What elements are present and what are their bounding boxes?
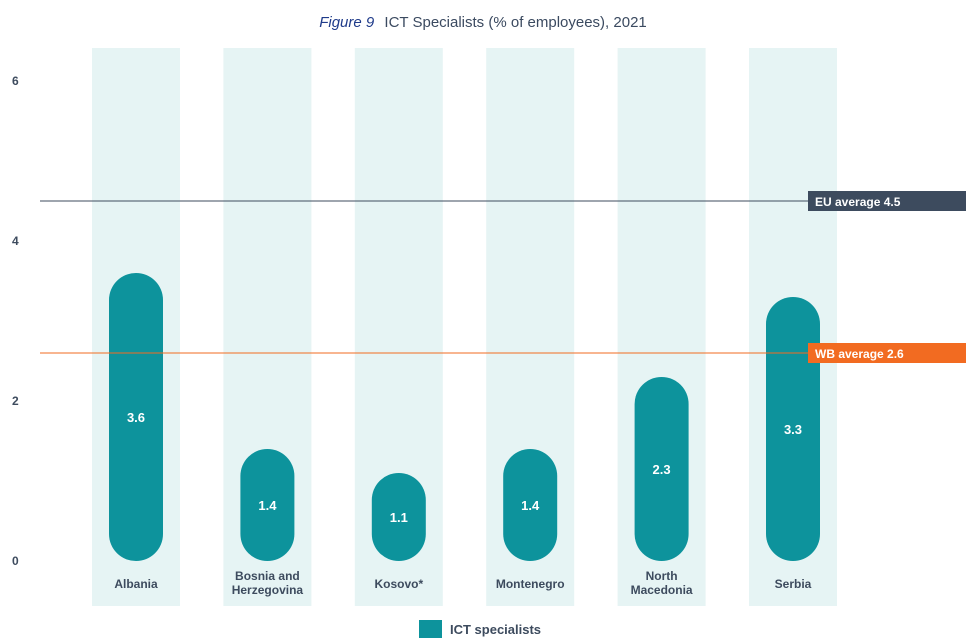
category-label: Serbia: [775, 577, 812, 591]
category-label: North: [646, 569, 678, 583]
category-label: Kosovo*: [374, 577, 423, 591]
bar-value-label: 1.1: [390, 510, 408, 525]
bar-value-label: 1.4: [521, 498, 540, 513]
y-tick-label: 6: [12, 74, 19, 88]
category-label: Albania: [114, 577, 158, 591]
category-label: Montenegro: [496, 577, 565, 591]
category-label: Bosnia and: [235, 569, 300, 583]
bar-value-label: 2.3: [653, 462, 671, 477]
bar-value-label: 3.3: [784, 422, 802, 437]
bar-value-label: 3.6: [127, 410, 145, 425]
y-tick-label: 4: [12, 234, 19, 248]
reference-label: WB average 2.6: [815, 347, 904, 361]
y-tick-label: 0: [12, 554, 19, 568]
reference-label: EU average 4.5: [815, 195, 901, 209]
legend-swatch: [419, 620, 442, 638]
category-label: Macedonia: [631, 583, 693, 597]
legend-label: ICT specialists: [450, 622, 541, 637]
category-label: Herzegovina: [232, 583, 304, 597]
y-tick-label: 2: [12, 394, 19, 408]
bar-value-label: 1.4: [258, 498, 277, 513]
